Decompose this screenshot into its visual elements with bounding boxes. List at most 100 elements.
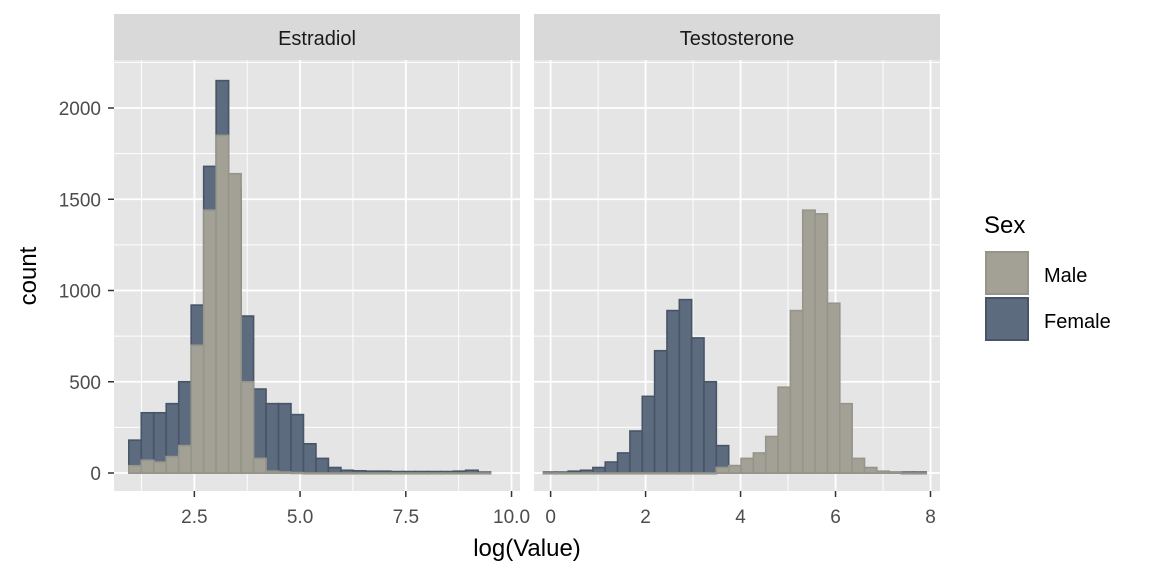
bar-estradiol-male [252,457,267,474]
bar-estradiol-male [190,344,205,474]
bar-testosterone-male [740,457,755,474]
bar-testosterone-female [604,461,619,474]
bar-estradiol-male [365,472,380,475]
x-tick-label: 2.5 [181,507,207,528]
bar-testosterone-male [690,472,705,475]
legend-key-female [985,297,1029,341]
bar-estradiol-male [277,471,292,474]
bar-estradiol-male [439,472,454,475]
bar-testosterone-female [666,309,681,474]
bar-estradiol-male [340,472,355,475]
legend: Sex Male Female [984,212,1111,341]
bar-estradiol-male [177,444,192,474]
bar-testosterone-male [653,472,668,475]
bar-testosterone-male [752,452,767,474]
y-tick-label: 0 [90,464,101,485]
bar-testosterone-male [629,472,644,475]
bar-testosterone-female [653,349,668,474]
bar-estradiol-male [227,172,242,474]
bar-estradiol-female [265,402,280,474]
bar-testosterone-male [851,457,866,474]
bar-testosterone-male [764,435,779,474]
bar-testosterone-male [900,472,915,475]
bar-testosterone-male [789,309,804,474]
facet-strip-testosterone [534,14,940,60]
x-tick-label: 6 [830,507,841,528]
legend-key-male [985,251,1029,295]
legend-title: Sex [984,212,1025,239]
bar-testosterone-female [629,430,644,474]
x-tick-label: 4 [735,507,746,528]
bar-estradiol-male [215,134,230,474]
bar-testosterone-male [579,472,594,475]
bar-estradiol-female [277,402,292,474]
bar-estradiol-male [240,380,255,474]
bar-testosterone-male [666,472,681,475]
y-axis-title: count [15,246,42,305]
x-tick-label: 5.0 [287,507,313,528]
bar-testosterone-female [616,452,631,474]
facet-strip-estradiol [114,14,520,60]
bar-estradiol-male [427,472,442,475]
facet-strip-label-testosterone: Testosterone [680,28,795,50]
bar-testosterone-male [567,472,582,475]
bar-testosterone-male [777,386,792,474]
bar-testosterone-male [863,466,878,474]
bar-estradiol-male [452,472,467,475]
bar-estradiol-male [389,472,405,475]
x-axis-title: log(Value) [473,535,581,562]
legend-label-male: Male [1044,265,1087,287]
bar-estradiol-male [290,471,305,475]
bar-estradiol-female [315,457,330,474]
panel-testosterone: 0 2 4 6 8 [534,60,940,528]
bar-estradiol-male [165,455,180,474]
bar-testosterone-female [690,337,705,474]
bar-testosterone-female [641,395,656,474]
bar-testosterone-male [592,472,607,475]
bar-estradiol-male [302,472,317,475]
bar-estradiol-male [152,461,168,474]
bar-testosterone-male [703,472,718,475]
y-tick-label: 1500 [59,190,101,211]
bar-testosterone-male [542,472,557,475]
bar-testosterone-male [913,472,928,475]
bar-testosterone-male [801,209,816,474]
bar-estradiol-male [352,472,367,475]
bar-estradiol-male [315,472,330,475]
bar-estradiol-female [290,413,305,474]
x-tick-label: 2 [640,507,651,528]
bar-testosterone-male [888,471,903,474]
panel-background [534,60,940,491]
bar-testosterone-female [592,466,607,474]
bar-testosterone-male [727,464,742,474]
bar-estradiol-male [464,472,479,475]
bar-estradiol-male [377,472,392,475]
bar-testosterone-male [814,213,829,474]
bar-testosterone-male [826,302,841,474]
bar-estradiol-male [327,472,342,475]
bar-estradiol-female [302,442,317,474]
facet-strip-label-estradiol: Estradiol [278,28,356,50]
bar-testosterone-female [703,380,718,474]
y-tick-label: 1000 [59,282,101,303]
x-tick-label: 8 [925,507,936,528]
bar-testosterone-male [555,472,569,475]
bar-estradiol-male [202,209,217,474]
bar-testosterone-female [678,298,693,474]
panel-estradiol: 2.5 5.0 7.5 10.0 [114,60,530,528]
bar-estradiol-male [128,464,143,474]
x-tick-label: 10.0 [493,507,530,528]
x-tick-label: 0 [545,507,556,528]
y-tick-label: 2000 [59,99,101,120]
bar-estradiol-male [402,472,417,475]
x-tick-label: 7.5 [393,507,419,528]
bar-testosterone-male [616,472,631,475]
bar-estradiol-male [265,470,280,474]
bar-estradiol-male [140,459,155,474]
bar-estradiol-male [414,472,430,475]
bar-testosterone-male [678,472,693,475]
bar-testosterone-male [876,470,890,474]
legend-label-female: Female [1044,311,1111,333]
bar-estradiol-male [477,472,492,475]
